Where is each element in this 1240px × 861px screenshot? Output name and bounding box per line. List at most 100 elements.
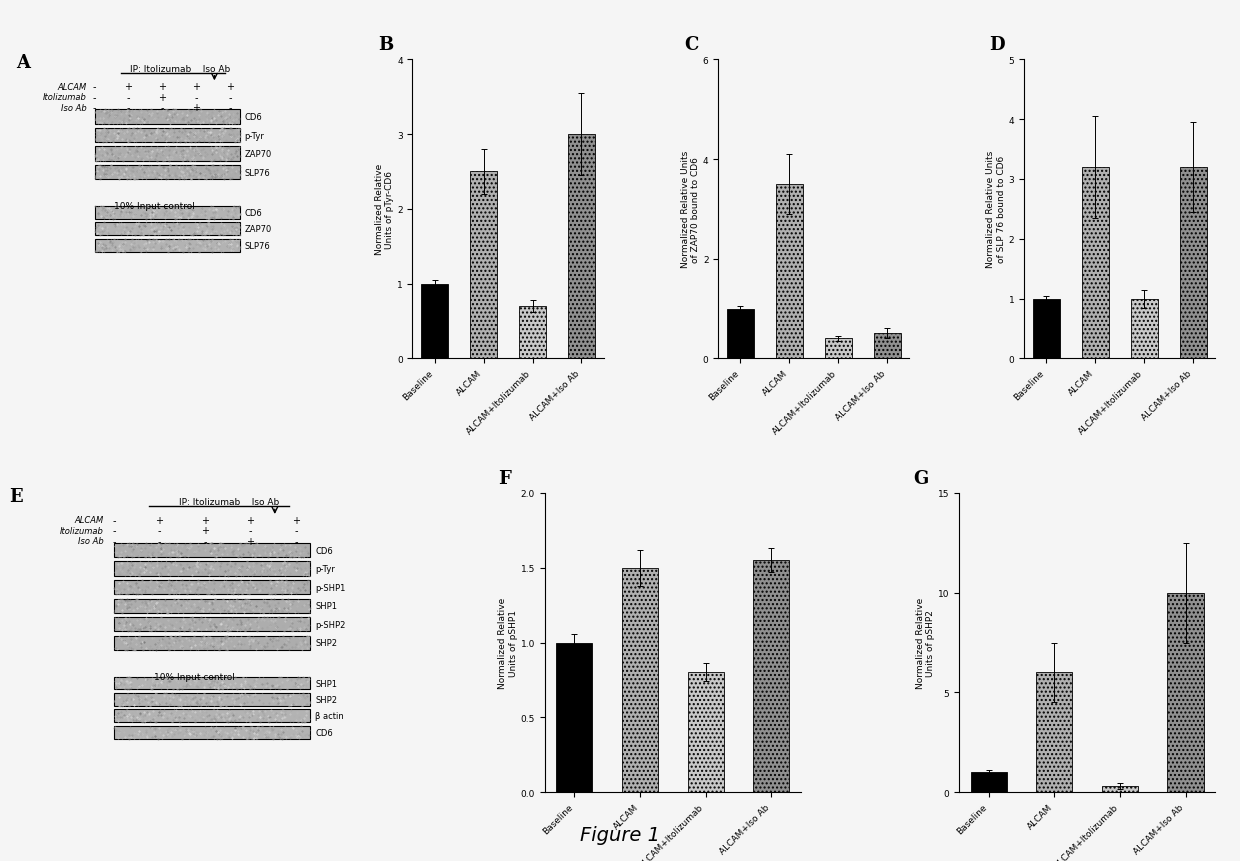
- Text: Iso Ab: Iso Ab: [78, 536, 104, 546]
- Text: -: -: [113, 526, 115, 536]
- Text: F: F: [498, 469, 511, 487]
- Bar: [1102, 786, 1138, 792]
- Text: -: -: [93, 103, 97, 113]
- Text: ALCAM: ALCAM: [57, 83, 87, 91]
- Bar: [557, 643, 593, 792]
- Bar: [971, 772, 1007, 792]
- Bar: [727, 309, 754, 359]
- Text: SLP76: SLP76: [244, 241, 270, 251]
- Text: B: B: [378, 36, 393, 54]
- Text: +: +: [159, 82, 166, 92]
- Text: SHP1: SHP1: [315, 602, 337, 610]
- Bar: [94, 128, 241, 143]
- Bar: [422, 284, 448, 359]
- Y-axis label: Normalized Relative
Units of pSHP2: Normalized Relative Units of pSHP2: [915, 598, 935, 688]
- Bar: [114, 677, 310, 690]
- Bar: [94, 223, 241, 236]
- Text: -: -: [228, 103, 232, 113]
- Bar: [114, 543, 310, 558]
- Text: p-Tyr: p-Tyr: [315, 565, 335, 573]
- Text: +: +: [159, 93, 166, 102]
- Bar: [114, 599, 310, 613]
- Text: -: -: [113, 536, 115, 546]
- Text: -: -: [126, 103, 130, 113]
- Text: Iso Ab: Iso Ab: [61, 103, 87, 113]
- Bar: [114, 693, 310, 706]
- Bar: [94, 165, 241, 180]
- Text: +: +: [192, 82, 200, 92]
- Text: CD6: CD6: [244, 113, 262, 121]
- Text: Itolizumab: Itolizumab: [43, 93, 87, 102]
- Bar: [825, 339, 852, 359]
- Bar: [114, 617, 310, 632]
- Text: β actin: β actin: [315, 711, 343, 721]
- Bar: [114, 580, 310, 595]
- Text: A: A: [16, 54, 30, 72]
- Text: +: +: [155, 515, 164, 525]
- Text: +: +: [291, 515, 300, 525]
- Text: -: -: [195, 93, 198, 102]
- Text: -: -: [203, 536, 207, 546]
- Text: +: +: [192, 103, 200, 113]
- Text: SHP2: SHP2: [315, 695, 337, 704]
- Text: +: +: [124, 82, 133, 92]
- Bar: [1033, 300, 1060, 359]
- Text: CD6: CD6: [315, 546, 332, 555]
- Bar: [470, 172, 497, 359]
- Bar: [874, 334, 900, 359]
- Text: -: -: [157, 526, 161, 536]
- Bar: [114, 709, 310, 722]
- Bar: [114, 562, 310, 576]
- Text: Itolizumab: Itolizumab: [60, 526, 104, 536]
- Text: -: -: [228, 93, 232, 102]
- Text: p-Tyr: p-Tyr: [244, 132, 264, 140]
- Text: E: E: [9, 487, 22, 505]
- Bar: [568, 135, 595, 359]
- Y-axis label: Normalized Relative Units
of ZAP70 bound to CD6: Normalized Relative Units of ZAP70 bound…: [681, 151, 701, 268]
- Bar: [776, 185, 802, 359]
- Bar: [1179, 168, 1207, 359]
- Text: -: -: [157, 536, 161, 546]
- Text: ALCAM: ALCAM: [74, 516, 104, 525]
- Bar: [94, 147, 241, 162]
- Text: D: D: [990, 36, 1006, 54]
- Text: CD6: CD6: [244, 208, 262, 218]
- Text: -: -: [93, 82, 97, 92]
- Text: ZAP70: ZAP70: [244, 150, 272, 159]
- Bar: [94, 239, 241, 252]
- Text: ZAP70: ZAP70: [244, 225, 272, 234]
- Text: -: -: [93, 93, 97, 102]
- Bar: [1081, 168, 1109, 359]
- Bar: [114, 636, 310, 650]
- Text: -: -: [126, 93, 130, 102]
- Text: CD6: CD6: [315, 728, 332, 737]
- Text: 10% Input control: 10% Input control: [114, 201, 195, 211]
- Text: p-SHP2: p-SHP2: [315, 620, 346, 629]
- Y-axis label: Normalized Relative
Units of pTyr-CD6: Normalized Relative Units of pTyr-CD6: [374, 164, 394, 255]
- Text: -: -: [294, 536, 298, 546]
- Bar: [1167, 593, 1204, 792]
- Bar: [520, 307, 546, 359]
- Bar: [687, 672, 724, 792]
- Text: Figure 1: Figure 1: [580, 825, 660, 844]
- Text: -: -: [113, 515, 115, 525]
- Text: +: +: [226, 82, 234, 92]
- Bar: [1037, 672, 1073, 792]
- Text: SLP76: SLP76: [244, 169, 270, 177]
- Text: SHP1: SHP1: [315, 678, 337, 688]
- Text: +: +: [247, 536, 254, 546]
- Bar: [94, 110, 241, 125]
- Text: p-SHP1: p-SHP1: [315, 583, 346, 592]
- Y-axis label: Normalized Relative Units
of SLP 76 bound to CD6: Normalized Relative Units of SLP 76 boun…: [987, 151, 1006, 268]
- Bar: [753, 561, 790, 792]
- Text: -: -: [160, 103, 164, 113]
- Bar: [94, 207, 241, 220]
- Text: +: +: [201, 515, 208, 525]
- Text: C: C: [684, 36, 698, 54]
- Text: +: +: [201, 526, 208, 536]
- Text: 10% Input control: 10% Input control: [154, 672, 234, 681]
- Text: SHP2: SHP2: [315, 639, 337, 647]
- Text: G: G: [913, 469, 928, 487]
- Text: +: +: [247, 515, 254, 525]
- Y-axis label: Normalized Relative
Units of pSHP1: Normalized Relative Units of pSHP1: [498, 598, 518, 688]
